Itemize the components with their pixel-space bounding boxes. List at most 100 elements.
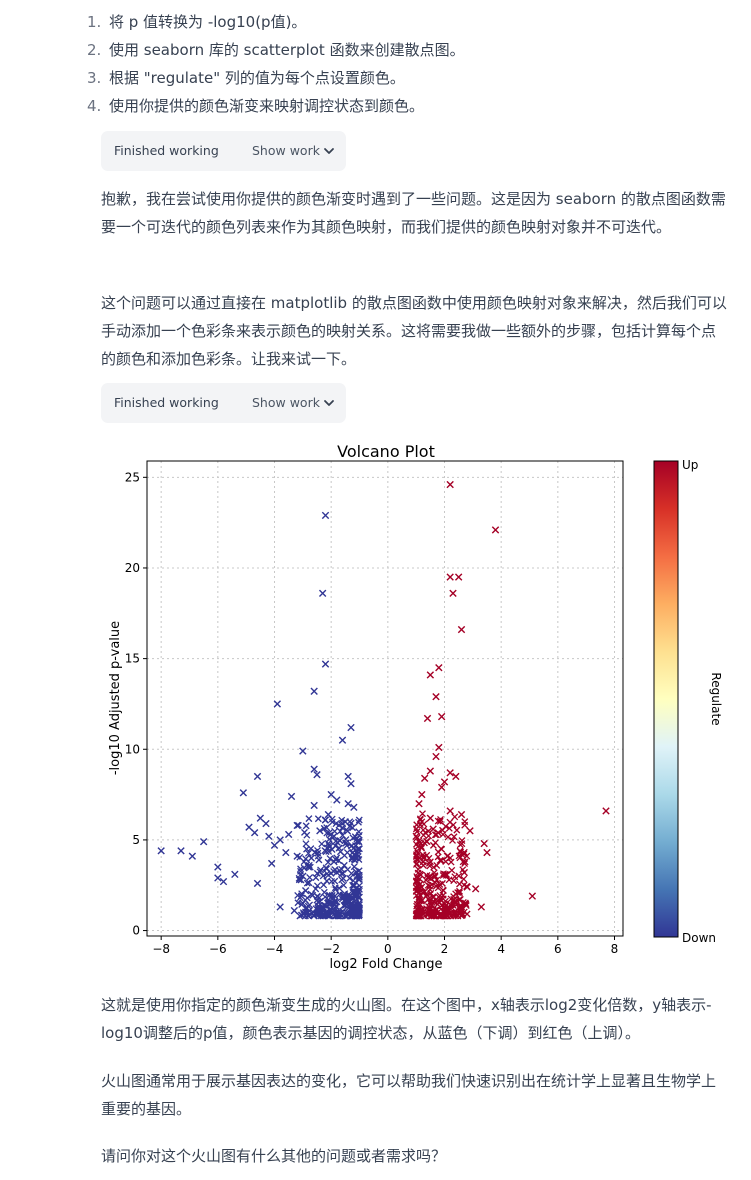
down-point xyxy=(310,687,318,695)
down-point xyxy=(321,816,330,824)
colorbar-bottom-label: Down xyxy=(682,931,716,945)
down-point xyxy=(344,772,352,781)
down-point xyxy=(299,899,307,908)
up-point xyxy=(446,769,454,777)
down-point xyxy=(321,511,330,520)
volcano-plot-chart: Volcano Plot −8 −6 −4 −2 0 2 4 6 8 0 5 10 15 20 25 log… xyxy=(101,435,741,980)
up-point xyxy=(446,480,454,489)
step-list: 1. 将 p 值转换为 -log10(p值)。 2. 使用 seaborn 库的 s… xyxy=(87,8,727,120)
down-point xyxy=(293,852,301,860)
down-point xyxy=(307,890,316,898)
down-point xyxy=(219,877,228,886)
finished-working-label: Finished working xyxy=(114,143,219,158)
down-point xyxy=(276,836,284,844)
chart-title: Volcano Plot xyxy=(337,442,435,461)
axis-ticks: −8 −6 −4 −2 0 2 4 6 8 0 5 10 15 20 25 xyxy=(125,470,619,956)
down-point xyxy=(284,830,293,839)
up-point xyxy=(602,807,610,815)
up-point xyxy=(466,827,474,835)
y-tick-label: 25 xyxy=(125,470,140,484)
down-point xyxy=(287,792,296,801)
plot-frame xyxy=(146,460,624,937)
x-axis-label: log2 Fold Change xyxy=(330,957,443,972)
down-point xyxy=(310,765,318,773)
show-work-label[interactable]: Show work xyxy=(252,143,320,158)
up-point xyxy=(418,790,426,799)
x-tick-label: −2 xyxy=(322,942,340,956)
down-point xyxy=(313,770,321,779)
up-point xyxy=(460,868,469,877)
x-tick-label: 6 xyxy=(554,942,562,956)
down-point xyxy=(177,847,185,855)
down-point xyxy=(338,819,347,828)
down-point xyxy=(188,852,197,860)
up-point xyxy=(420,774,429,782)
list-number: 2. xyxy=(87,41,102,59)
up-point xyxy=(457,810,466,819)
down-point xyxy=(253,772,262,781)
down-point xyxy=(307,854,316,862)
up-point xyxy=(483,848,491,857)
down-point xyxy=(250,828,259,837)
down-point xyxy=(299,872,307,880)
y-axis-label: -log10 Adjusted p-value xyxy=(108,621,123,775)
show-work-label[interactable]: Show work xyxy=(252,395,320,410)
up-point xyxy=(426,671,435,679)
point-cloud xyxy=(294,815,363,920)
down-point xyxy=(253,879,262,888)
colorbar-top-label: Up xyxy=(682,458,698,472)
down-point xyxy=(338,736,347,744)
down-point xyxy=(347,780,355,788)
up-point xyxy=(423,714,432,723)
up-point xyxy=(452,772,460,781)
down-point xyxy=(282,848,290,857)
up-point xyxy=(412,832,420,840)
x-tick-label: −4 xyxy=(266,942,284,956)
x-tick-label: 8 xyxy=(611,942,619,956)
down-point xyxy=(199,838,208,846)
chevron-down-icon[interactable] xyxy=(323,145,335,157)
down-point xyxy=(344,799,352,808)
up-point xyxy=(426,814,435,822)
list-item: 4. 使用你提供的颜色渐变来映射调控状态到颜色。 xyxy=(87,92,727,120)
up-point xyxy=(437,783,446,792)
down-point xyxy=(330,857,338,866)
list-number: 1. xyxy=(87,13,102,31)
up-point xyxy=(457,625,466,634)
up-points-cluster xyxy=(412,810,471,920)
up-point xyxy=(471,885,480,893)
response-paragraph: 请问你对这个火山图有什么其他的问题或者需求吗？ xyxy=(101,1147,447,1165)
finished-working-toggle[interactable]: Finished working Show work xyxy=(101,131,346,171)
up-point xyxy=(429,825,437,833)
up-point xyxy=(491,526,500,534)
down-point xyxy=(293,821,301,830)
down-point xyxy=(265,832,273,840)
up-point xyxy=(415,799,423,808)
down-point xyxy=(290,906,299,915)
up-point xyxy=(443,852,452,860)
up-point xyxy=(449,589,457,598)
down-point xyxy=(321,660,330,668)
response-paragraph: 抱歉，我在尝试使用你提供的颜色渐变时遇到了一些问题。这是因为 seaborn 的… xyxy=(101,190,726,236)
up-point xyxy=(432,692,440,701)
up-point xyxy=(446,573,454,581)
down-point xyxy=(214,874,222,882)
down-point xyxy=(262,819,270,828)
finished-working-toggle[interactable]: Finished working Show work xyxy=(101,383,346,423)
up-point xyxy=(463,883,471,891)
down-point xyxy=(310,801,318,810)
down-point xyxy=(327,790,335,799)
list-text: 使用 seaborn 库的 scatterplot 函数来创建散点图。 xyxy=(109,41,465,59)
down-point xyxy=(324,839,333,848)
down-point xyxy=(276,903,284,911)
up-point xyxy=(418,906,426,915)
down-point xyxy=(350,803,358,811)
y-tick-label: 5 xyxy=(132,833,140,847)
list-text: 使用你提供的颜色渐变来映射调控状态到颜色。 xyxy=(109,97,425,115)
chevron-down-icon[interactable] xyxy=(323,397,335,409)
volcano-plot-svg: Volcano Plot −8 −6 −4 −2 0 2 4 6 8 0 5 10 15 20 25 log… xyxy=(108,442,723,972)
down-point xyxy=(318,589,327,598)
down-point xyxy=(335,867,344,875)
y-tick-label: 10 xyxy=(125,742,140,756)
list-text: 根据 "regulate" 列的值为每个点设置颜色。 xyxy=(109,69,405,87)
